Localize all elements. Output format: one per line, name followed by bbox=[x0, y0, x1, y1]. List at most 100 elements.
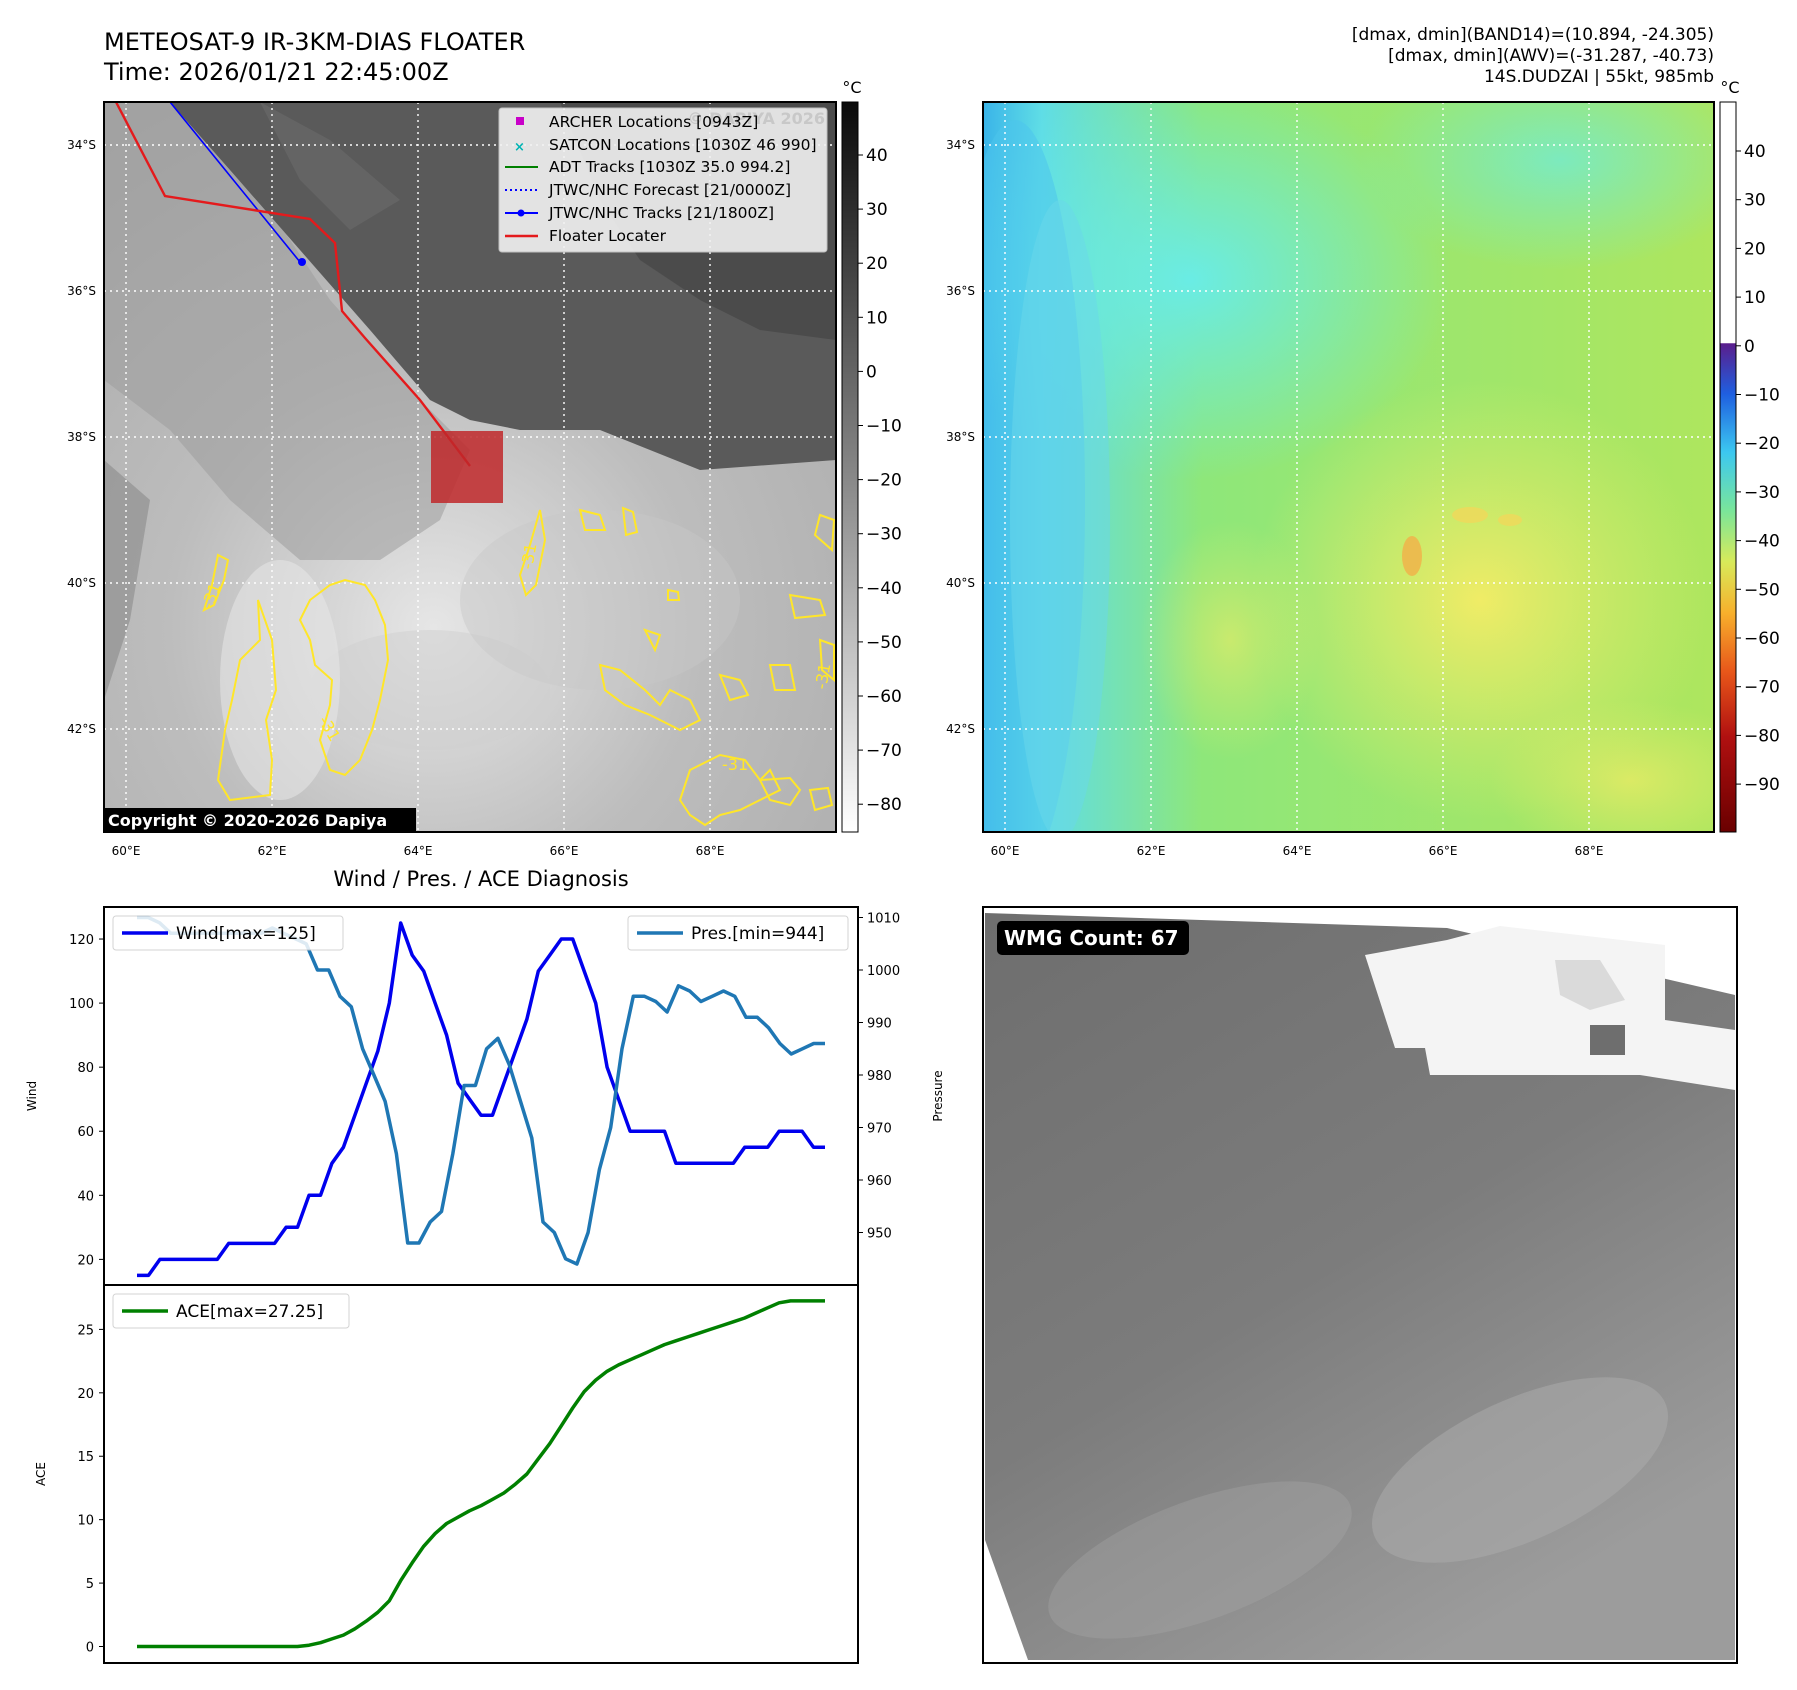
wv-lat-labels: 34°S 36°S 38°S 40°S 42°S bbox=[946, 138, 975, 736]
pressure-tick-label: 960 bbox=[867, 1174, 892, 1189]
wv-lat-42: 42°S bbox=[946, 722, 975, 736]
wind-pressure-chart: 20 40 60 80 100 120 950 960 970 980 990 1000 1010 Wi… bbox=[25, 906, 945, 1286]
ace-tick-label: 5 bbox=[86, 1577, 94, 1592]
info-line2: [dmax, dmin](AWV)=(-31.287, -40.73) bbox=[1388, 46, 1714, 66]
title-line1: METEOSAT-9 IR-3KM-DIAS FLOATER bbox=[104, 28, 525, 56]
legend-forecast-label: JTWC/NHC Forecast [21/0000Z] bbox=[548, 181, 791, 199]
legend-satcon-label: SATCON Locations [1030Z 46 990] bbox=[549, 136, 817, 154]
ir-colorbar-tick-label: 30 bbox=[866, 200, 888, 220]
contour-label-5: -31 bbox=[811, 662, 834, 691]
contour-label-1: -31 bbox=[517, 542, 540, 571]
ace-axis-label: ACE bbox=[34, 1462, 48, 1486]
floater-box bbox=[431, 431, 503, 503]
pressure-legend: Pres.[min=944] bbox=[627, 915, 849, 951]
wv-colorbar-tick-label: −90 bbox=[1744, 775, 1780, 795]
legend-archer-marker bbox=[516, 117, 524, 125]
ir-satellite-map: -31 -31 -31 -31 -31 © DAPIYA 2026 ARCHER… bbox=[103, 101, 837, 833]
wv-lon-labels: 60°E 62°E 64°E 66°E 68°E bbox=[991, 844, 1604, 858]
legend-tracks-label: JTWC/NHC Tracks [21/1800Z] bbox=[548, 204, 774, 222]
legend-tracks-point bbox=[517, 209, 525, 217]
pressure-tick-label: 1000 bbox=[867, 964, 900, 979]
wv-satellite-map bbox=[982, 101, 1715, 833]
wv-colorbar-tick-label: 0 bbox=[1744, 337, 1755, 357]
pressure-tick-label: 990 bbox=[867, 1017, 892, 1032]
ir-colorbar-tick-label: 10 bbox=[866, 308, 888, 328]
ir-colorbar: °C 40 30 20 10 0 −10 −20 −30 −40 −50 −60 −70 −80 bbox=[841, 78, 902, 833]
ir-lon-68: 68°E bbox=[696, 844, 725, 858]
wind-tick-label: 120 bbox=[69, 933, 94, 948]
wind-tick-label: 60 bbox=[77, 1125, 94, 1140]
ace-tick-label: 0 bbox=[86, 1641, 94, 1656]
ace-legend-label: ACE[max=27.25] bbox=[176, 1302, 323, 1322]
ir-colorbar-tick-label: −50 bbox=[866, 633, 902, 653]
contour-label-4: -31 bbox=[722, 755, 748, 774]
ir-colorbar-tick-label: −10 bbox=[866, 417, 902, 437]
ir-lon-66: 66°E bbox=[550, 844, 579, 858]
ace-chart: 0 5 10 15 20 25 ACE ACE[max=27.25] bbox=[34, 1284, 859, 1664]
wv-lat-36: 36°S bbox=[946, 284, 975, 298]
ir-lon-64: 64°E bbox=[404, 844, 433, 858]
ir-colorbar-tick-label: 20 bbox=[866, 254, 888, 274]
wmg-bright-patch bbox=[1555, 960, 1625, 1010]
wv-lon-66: 66°E bbox=[1429, 844, 1458, 858]
wv-lon-60: 60°E bbox=[991, 844, 1020, 858]
info-line1: [dmax, dmin](BAND14)=(10.894, -24.305) bbox=[1352, 25, 1714, 45]
title-line2: Time: 2026/01/21 22:45:00Z bbox=[103, 58, 449, 86]
ir-lat-42: 42°S bbox=[67, 722, 96, 736]
wv-colorbar-tick-label: −50 bbox=[1744, 580, 1780, 600]
ace-legend: ACE[max=27.25] bbox=[112, 1293, 350, 1329]
ir-colorbar-tick-label: −40 bbox=[866, 579, 902, 599]
ace-tick-label: 15 bbox=[77, 1450, 94, 1465]
wv-lat-38: 38°S bbox=[946, 430, 975, 444]
legend-satcon-marker: × bbox=[514, 140, 525, 155]
copyright-box bbox=[104, 808, 416, 833]
pressure-tick-label: 1010 bbox=[867, 912, 900, 927]
legend-archer-label: ARCHER Locations [0943Z] bbox=[549, 113, 758, 131]
pressure-tick-label: 980 bbox=[867, 1069, 892, 1084]
wv-gridlines bbox=[983, 102, 1714, 832]
wind-tick-label: 100 bbox=[69, 997, 94, 1012]
wv-lat-34: 34°S bbox=[946, 138, 975, 152]
ace-tick-label: 20 bbox=[77, 1387, 94, 1402]
wmg-count-text: WMG Count: 67 bbox=[1004, 926, 1179, 950]
ir-lon-60: 60°E bbox=[112, 844, 141, 858]
wv-lon-68: 68°E bbox=[1575, 844, 1604, 858]
wv-colorbar-tick-label: −20 bbox=[1744, 434, 1780, 454]
wind-tick-label: 40 bbox=[77, 1189, 94, 1204]
ir-colorbar-unit: °C bbox=[842, 78, 861, 97]
wind-series-line bbox=[137, 921, 825, 1278]
wv-colorbar-tick-label: 30 bbox=[1744, 191, 1766, 211]
ir-lat-34: 34°S bbox=[67, 138, 96, 152]
wv-lon-62: 62°E bbox=[1137, 844, 1166, 858]
pressure-tick-label: 970 bbox=[867, 1122, 892, 1137]
wind-legend: Wind[max=125] bbox=[112, 915, 344, 951]
wv-colorbar-tick-label: −60 bbox=[1744, 629, 1780, 649]
wv-colorbar: °C 40 30 20 10 0 −10 −20 −30 −40 −50 −60 −70 −80 −90 bbox=[1719, 78, 1780, 833]
ace-tick-label: 25 bbox=[77, 1323, 94, 1338]
ir-colorbar-tick-label: −30 bbox=[866, 525, 902, 545]
pressure-tick-label: 950 bbox=[867, 1227, 892, 1242]
floater-locater-line bbox=[114, 101, 471, 467]
wv-colorbar-unit: °C bbox=[1720, 78, 1739, 97]
wmg-dark-patch bbox=[1590, 1025, 1625, 1055]
map-legend: © DAPIYA 2026 ARCHER Locations [0943Z] ×… bbox=[498, 107, 828, 253]
wv-colorbar-tick-label: −70 bbox=[1744, 678, 1780, 698]
legend-adt-label: ADT Tracks [1030Z 35.0 994.2] bbox=[549, 158, 790, 176]
ir-colorbar-tick-label: −80 bbox=[866, 795, 902, 815]
wind-legend-label: Wind[max=125] bbox=[176, 924, 316, 944]
ir-lon-62: 62°E bbox=[258, 844, 287, 858]
wind-tick-label: 20 bbox=[77, 1253, 94, 1268]
ir-colorbar-tick-label: −60 bbox=[866, 687, 902, 707]
jtwc-track-point bbox=[298, 258, 306, 266]
wv-colorbar-tick-label: −10 bbox=[1744, 386, 1780, 406]
wmg-count-badge bbox=[997, 921, 1189, 955]
ir-lat-38: 38°S bbox=[67, 430, 96, 444]
wv-lat-40: 40°S bbox=[946, 576, 975, 590]
wind-tick-label: 80 bbox=[77, 1061, 94, 1076]
wmg-bright-region bbox=[1365, 926, 1735, 1090]
wv-colorbar-tick-label: 40 bbox=[1744, 142, 1766, 162]
ir-lat-labels: 34°S 36°S 38°S 40°S 42°S bbox=[67, 138, 96, 736]
ir-lat-40: 40°S bbox=[67, 576, 96, 590]
jtwc-track-line bbox=[169, 101, 301, 263]
